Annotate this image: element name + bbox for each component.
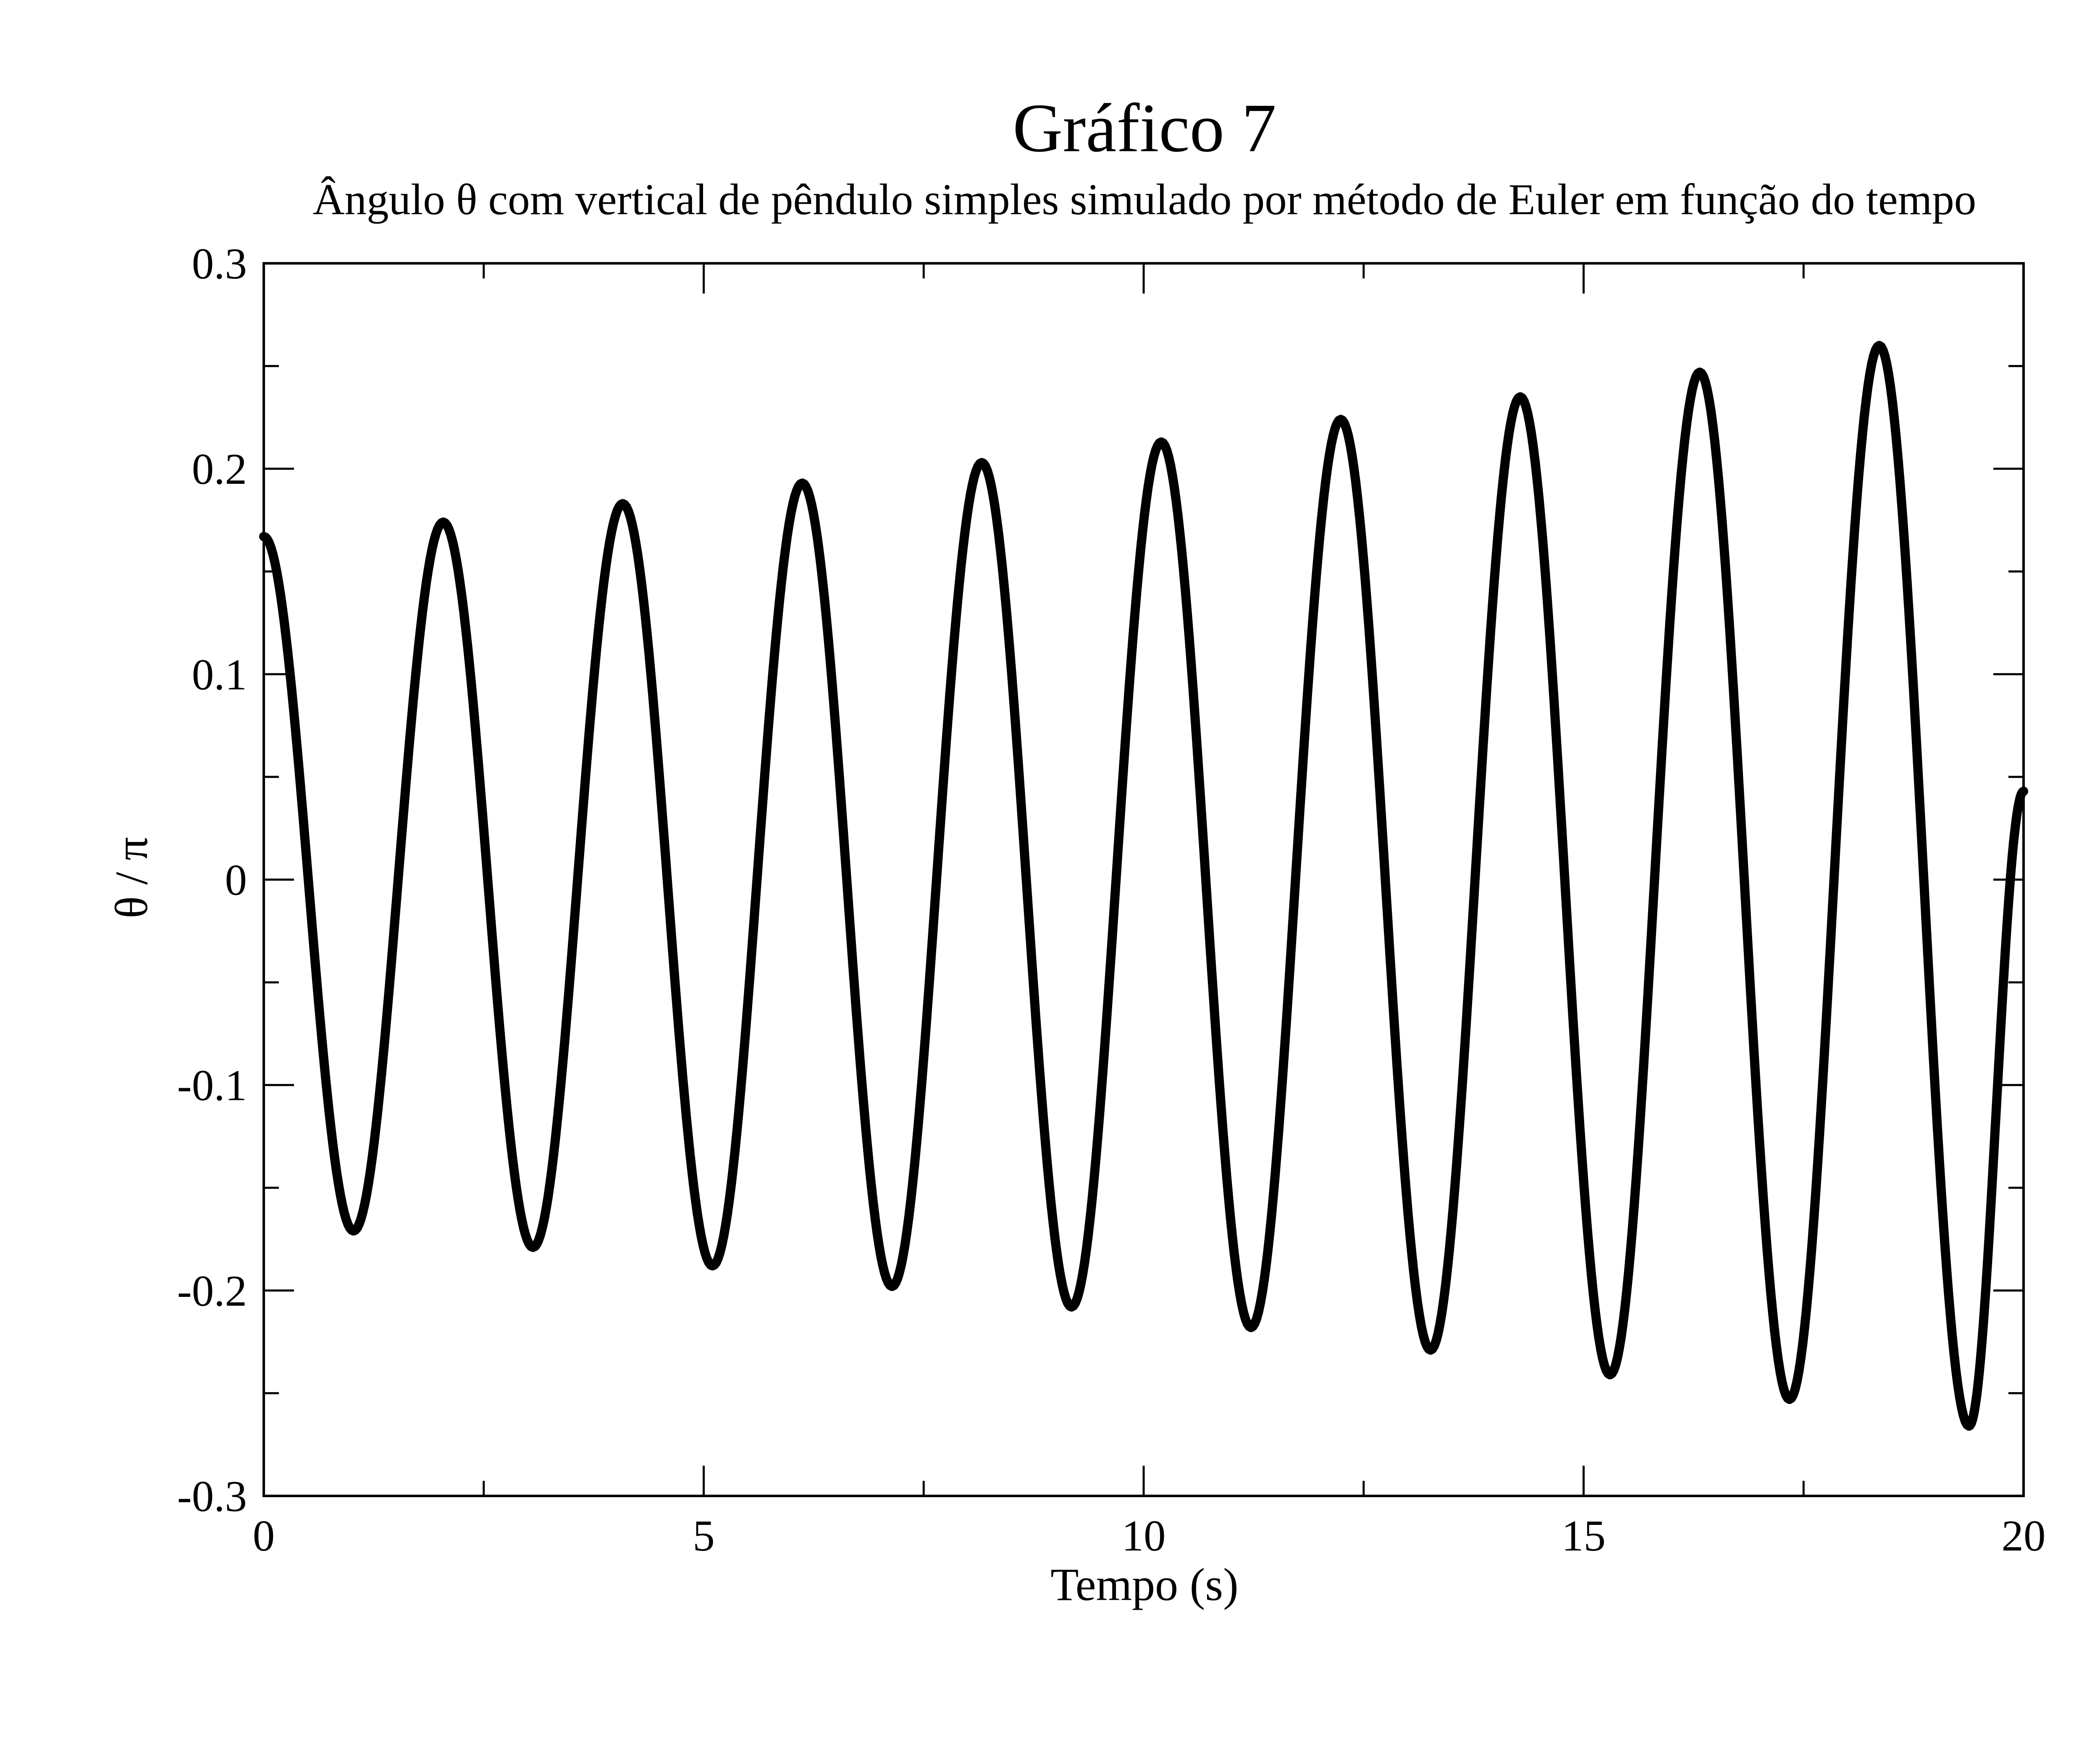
series-point (1515, 392, 1525, 401)
series-point (1874, 341, 1884, 350)
series-point (1695, 367, 1704, 377)
y-axis-label: θ / π (106, 837, 157, 918)
series-point (1426, 1345, 1435, 1355)
series-point (618, 499, 627, 509)
tick-labels: 0 5 10 15 20 -0.3 -0.2 -0.1 0 0.1 0.2 0.3 (177, 239, 2046, 1560)
series-point (1336, 415, 1346, 424)
series-point (1605, 1370, 1615, 1380)
x-tick-label: 5 (693, 1511, 715, 1560)
chart-subtitle: Ângulo θ com vertical de pêndulo simples… (313, 175, 1977, 224)
axis-ticks (262, 262, 2025, 1497)
chart-title: Gráfico 7 (1013, 89, 1276, 166)
series-point (977, 458, 987, 467)
y-tick-label: -0.1 (177, 1061, 247, 1110)
y-tick-label: -0.3 (177, 1472, 247, 1521)
y-tick-label: 0 (225, 855, 247, 905)
series-point (2019, 787, 2028, 796)
series-point (1785, 1395, 1794, 1404)
series-point (798, 478, 807, 488)
x-axis-label: Tempo (s) (1050, 1559, 1238, 1610)
series-layer (259, 341, 2028, 1431)
x-tick-label: 10 (1122, 1511, 1166, 1560)
series-point (1156, 437, 1166, 447)
y-tick-label: 0.3 (192, 239, 247, 288)
series-point (708, 1261, 717, 1271)
series-point (887, 1282, 897, 1291)
series-point (1246, 1322, 1256, 1332)
y-tick-label: 0.1 (192, 650, 247, 699)
x-tick-label: 20 (2002, 1511, 2046, 1560)
series-point (349, 1226, 358, 1236)
series-point (438, 517, 448, 527)
y-tick-label: -0.2 (177, 1266, 247, 1315)
x-tick-label: 0 (253, 1511, 275, 1560)
series-point (1964, 1421, 1974, 1431)
series-point (1067, 1302, 1076, 1312)
y-tick-label: 0.2 (192, 444, 247, 493)
x-tick-label: 15 (1562, 1511, 1606, 1560)
series-point (259, 532, 268, 541)
series-point (528, 1243, 538, 1252)
